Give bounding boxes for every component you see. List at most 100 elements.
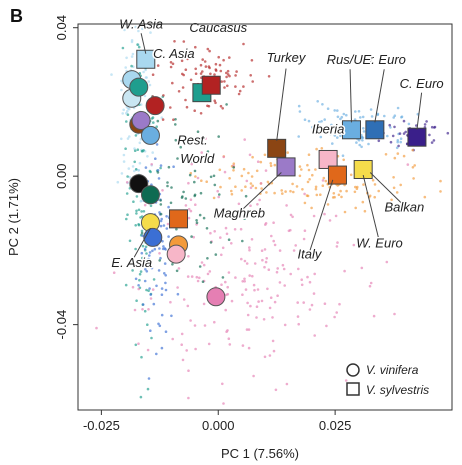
sample-point [220,80,223,83]
sample-point [246,301,249,305]
sample-point [244,288,248,291]
sample-point [359,116,362,119]
sample-point [251,274,254,278]
vinifera-group-marker [143,227,163,247]
sample-point [157,269,161,272]
sample-point [357,110,361,113]
sample-point [335,245,339,248]
sample-point [217,195,220,199]
sample-point [248,274,251,277]
sample-point [321,179,325,182]
sample-point [265,191,268,194]
sample-point [222,58,225,62]
sample-point [196,176,200,180]
sample-point [377,139,381,143]
sample-point [135,209,138,213]
sample-point [396,106,400,110]
sample-point [323,212,326,216]
sample-point [206,272,210,276]
region-label: Italy [297,247,322,262]
sample-point [173,40,176,43]
sample-point [395,146,399,150]
sample-point [148,254,151,257]
sample-point [126,109,129,113]
sample-point [148,169,152,173]
sample-point [151,73,155,76]
sample-point [201,58,204,61]
sample-point [260,249,264,252]
sylvestris-group-marker [201,75,221,95]
sample-point [213,183,217,187]
sample-point [228,74,231,78]
sample-point [213,230,216,233]
sample-point [313,334,317,337]
sample-point [253,288,256,292]
sample-point [271,316,274,319]
sample-point [321,103,324,106]
sample-point [400,116,403,119]
sample-point [133,147,136,150]
sample-point [137,223,141,227]
sample-point [298,165,302,168]
sample-point [276,267,280,270]
sample-point [289,272,293,276]
sample-point [212,174,216,178]
sample-point [213,73,216,76]
sample-point [286,151,290,154]
sample-point [315,147,318,151]
sample-point [333,134,337,137]
sample-point [289,228,292,232]
sample-point [155,125,158,128]
sample-point [393,125,396,129]
region-label-halo: W. Euro [356,235,402,250]
sample-point [216,189,219,193]
sample-point [341,154,345,157]
sample-point [169,61,173,64]
sample-point [281,192,284,195]
label-leader-line [238,172,282,213]
sample-point [291,215,294,219]
sample-point [162,94,165,97]
sample-point [137,169,141,172]
sample-point [302,237,306,241]
sample-point [270,234,273,238]
sample-point [139,395,143,399]
sample-point [200,261,204,264]
sample-point [136,43,139,46]
sample-point [320,147,324,150]
sample-point [140,229,144,233]
sample-point [179,145,182,149]
sample-point [262,318,266,321]
sample-point [146,348,150,352]
sample-point [266,287,269,291]
sample-point [158,252,161,255]
region-label: Rest. [177,133,207,148]
sample-point [251,155,254,159]
sample-point [137,342,140,346]
sample-point [139,270,143,273]
sample-point [126,175,129,178]
sample-point [249,304,252,308]
sample-point [326,107,330,110]
sample-point [430,141,434,144]
sample-point [141,234,144,238]
sample-point [141,256,144,260]
sample-point [193,324,197,327]
sample-point [146,155,149,158]
region-label-halo: E. Asia [111,255,152,270]
vinifera-group-marker [140,125,160,145]
sample-point [128,239,132,243]
region-label: Rus/Ukr [327,52,375,67]
sample-point [141,303,145,306]
sample-point [284,190,287,193]
sylvestris-group-marker [341,120,361,140]
sample-point [138,272,142,276]
sample-point [190,235,193,238]
sample-point [263,248,267,251]
sample-point [303,192,306,196]
sample-point [110,73,113,76]
vinifera-group-marker [145,96,165,116]
sample-point [308,280,312,284]
sample-point [340,195,343,199]
sample-point [246,313,250,317]
